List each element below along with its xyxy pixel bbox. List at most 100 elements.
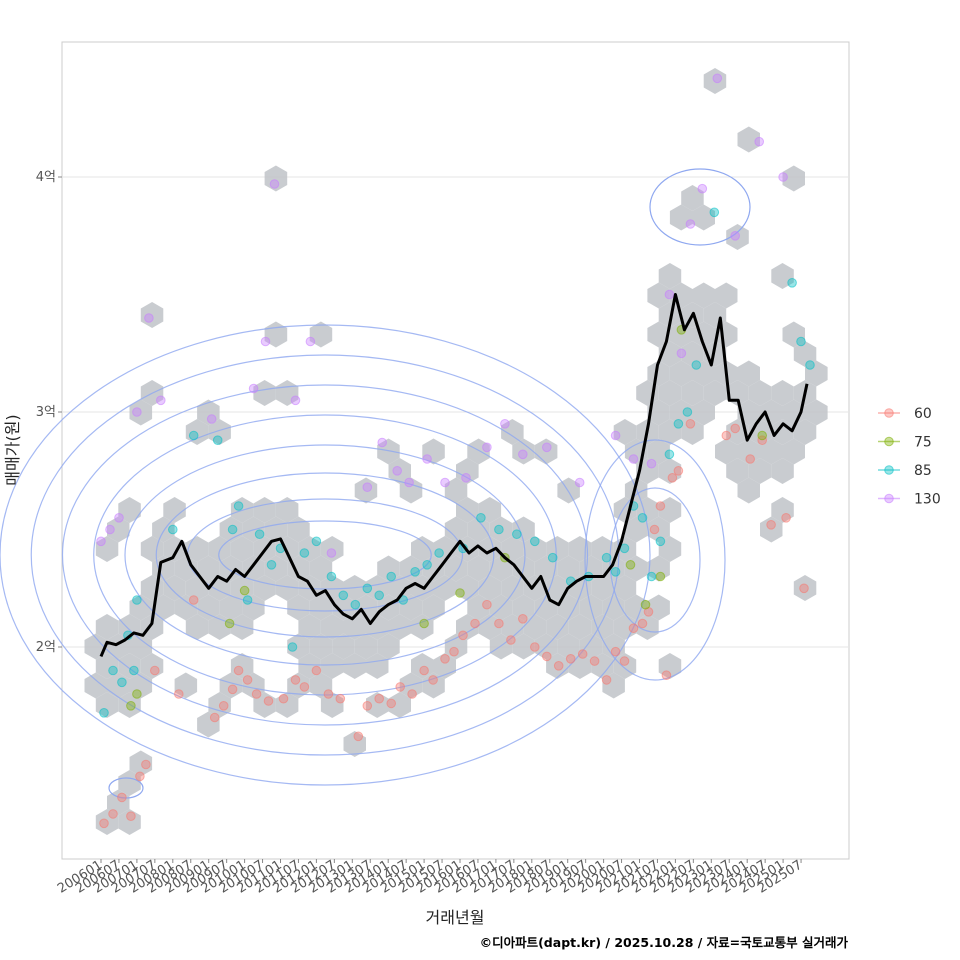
hex-bin [782,438,805,465]
hex-bin [647,399,670,426]
data-point-85 [655,536,666,547]
contour-line [649,168,751,246]
data-point-60 [673,466,684,476]
hex-bin [557,594,580,621]
data-point-85 [530,536,540,547]
hex-bin [715,282,738,309]
contour-line [155,472,495,638]
hex-bin [737,126,760,153]
data-point-60 [251,689,262,699]
data-point-85 [233,501,244,511]
hex-bin [568,653,592,679]
hex-bin [95,614,119,640]
data-point-130 [500,419,510,429]
hex-bin [129,594,153,621]
hex-bin [208,614,231,640]
data-point-85 [422,560,432,570]
hex-bin [354,633,378,660]
hex-bin [343,614,366,640]
hex-bin [726,458,749,484]
data-point-130 [248,383,259,394]
data-point-75 [455,588,465,598]
data-point-130 [518,449,528,460]
hex-bin [579,594,603,621]
data-point-60 [395,682,406,692]
data-point-60 [449,646,459,657]
hex-bin [242,555,265,582]
hex-bin [140,653,164,679]
data-point-130 [377,437,388,448]
hex-bin [444,477,468,504]
hex-bin [399,555,423,582]
hex-bin [163,575,186,601]
contour-line [218,520,432,590]
data-point-85 [410,567,420,577]
data-point-85 [362,583,373,594]
contour-line [0,324,651,786]
trend-line-layer [99,293,809,657]
hex-bin [129,750,153,777]
hex-bin [669,360,693,387]
data-point-130 [392,466,403,476]
hex-bin [287,672,310,699]
trend-line [99,293,809,657]
hex-bin [760,438,783,465]
data-point-75 [224,618,235,629]
data-point-130 [422,454,432,464]
data-point-60 [174,689,184,699]
hex-bin [624,516,648,543]
data-point-130 [362,482,373,493]
data-point-75 [126,701,136,711]
hex-bin [658,419,682,445]
data-point-60 [649,524,660,535]
hex-bin [579,633,603,660]
data-point-85 [646,571,657,582]
data-point-130 [461,473,471,483]
hex-bin [805,360,828,387]
hex-bin [782,399,805,426]
hex-bin [377,555,400,582]
data-point-85 [117,677,127,688]
data-point-130 [730,231,741,241]
data-point-60 [141,759,151,770]
hex-bin [298,614,321,640]
hex-bin [602,672,625,699]
y-tick-label: 2억 [36,640,56,655]
hex-bin [309,594,333,621]
hex-bin [388,614,411,640]
hex-bin [636,614,659,640]
data-point-130 [574,477,585,488]
hex-bin [613,575,637,601]
hex-bin [388,458,411,484]
legend-key-point [884,408,894,418]
data-point-75 [640,599,651,610]
y-axis-ticks: 2억 3억 4억 [36,170,62,655]
hex-bin [197,594,220,621]
hex-bin [692,282,715,309]
hex-bin [692,204,715,231]
legend-label: 85 [914,463,932,479]
data-point-60 [482,599,492,610]
hex-bin [309,633,333,660]
data-point-130 [290,395,301,406]
hex-bin [366,692,389,718]
hex-bin [456,614,479,640]
hex-bin [287,594,310,621]
data-point-60 [428,675,438,685]
hex-bin [501,536,524,562]
data-point-130 [610,430,621,441]
data-point-60 [290,675,301,685]
data-point-130 [144,313,154,323]
data-point-85 [132,595,142,605]
hex-bin [591,653,614,679]
hexbin-layer [84,68,828,835]
hex-bin [129,633,153,660]
data-point-130 [697,183,708,194]
data-point-85 [637,513,648,523]
hex-bin [174,555,198,582]
data-point-60 [470,618,480,629]
data-point-60 [419,665,429,676]
data-point-60 [506,635,516,645]
data-point-60 [407,689,417,699]
data-point-85 [350,599,361,610]
